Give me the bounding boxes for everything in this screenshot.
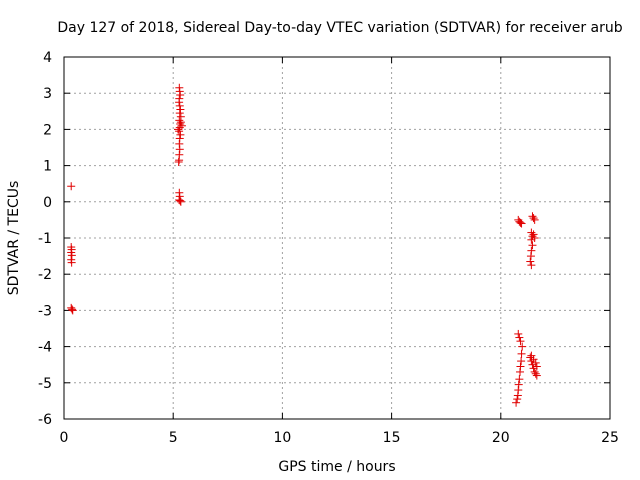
chart-title: Day 127 of 2018, Sidereal Day-to-day VTE…	[57, 20, 622, 36]
x-tick-label: 5	[169, 430, 178, 446]
data-point	[529, 214, 538, 223]
data-point	[67, 182, 76, 191]
data-point	[175, 116, 184, 125]
data-point	[176, 197, 185, 206]
data-point	[529, 230, 538, 239]
data-point	[529, 364, 538, 373]
data-point	[530, 234, 539, 242]
data-point	[175, 98, 184, 107]
data-point	[177, 121, 186, 130]
data-point	[68, 305, 77, 314]
data-point	[514, 329, 523, 338]
y-tick-label: -6	[38, 412, 52, 428]
data-point	[517, 349, 526, 358]
data-point	[67, 258, 76, 267]
data-point	[174, 125, 183, 134]
data-point	[175, 127, 184, 136]
y-tick-label: 1	[43, 159, 52, 175]
data-point	[516, 337, 525, 346]
x-axis-label: GPS time / hours	[278, 459, 395, 475]
data-point	[528, 360, 537, 369]
data-point	[175, 109, 184, 118]
data-point	[174, 157, 183, 166]
data-point	[527, 235, 536, 244]
data-points	[67, 83, 541, 407]
data-point	[526, 353, 535, 362]
y-tick-label: 2	[43, 122, 52, 138]
y-tick-label: -4	[38, 340, 52, 356]
data-point	[517, 219, 526, 228]
data-point	[515, 375, 524, 384]
data-point	[532, 371, 541, 380]
data-point	[176, 105, 185, 114]
x-tick-label: 10	[273, 430, 291, 446]
x-tick-label: 20	[492, 430, 510, 446]
tick-labels: 0 5 10 15 20 25 -6 -5 -4 -3 -2 -1 0 1 2 3 4	[38, 50, 619, 446]
y-tick-label: -5	[38, 376, 52, 392]
y-tick-label: 0	[43, 195, 52, 211]
data-point	[68, 306, 77, 315]
data-point	[526, 252, 535, 261]
x-tick-label: 15	[383, 430, 401, 446]
plot-frame	[63, 56, 611, 420]
data-point	[176, 118, 185, 127]
data-point	[515, 333, 524, 342]
data-point	[176, 196, 185, 205]
data-point	[516, 362, 525, 371]
data-point	[531, 369, 540, 378]
x-tick-label: 0	[60, 430, 69, 446]
data-point	[176, 91, 185, 100]
data-point	[514, 380, 523, 389]
x-tick-label: 25	[601, 430, 619, 446]
y-tick-label: 4	[43, 50, 52, 66]
data-point	[528, 241, 537, 250]
data-point	[67, 251, 76, 260]
data-point	[517, 357, 526, 366]
data-point	[532, 362, 541, 371]
y-tick-label: 3	[43, 86, 52, 102]
y-tick-label: -2	[38, 267, 52, 283]
data-point	[512, 398, 521, 407]
data-point	[176, 130, 185, 139]
data-point	[531, 358, 540, 367]
data-point	[526, 257, 535, 266]
data-point	[530, 215, 539, 224]
data-point	[516, 218, 525, 227]
data-point	[175, 101, 184, 110]
data-point	[527, 261, 536, 270]
y-tick-label: -1	[38, 231, 52, 247]
y-axis-label: SDTVAR / TECUs	[6, 181, 22, 296]
data-point	[175, 195, 184, 204]
data-point	[513, 395, 522, 404]
y-tick-label: -3	[38, 303, 52, 319]
data-point	[518, 342, 527, 351]
